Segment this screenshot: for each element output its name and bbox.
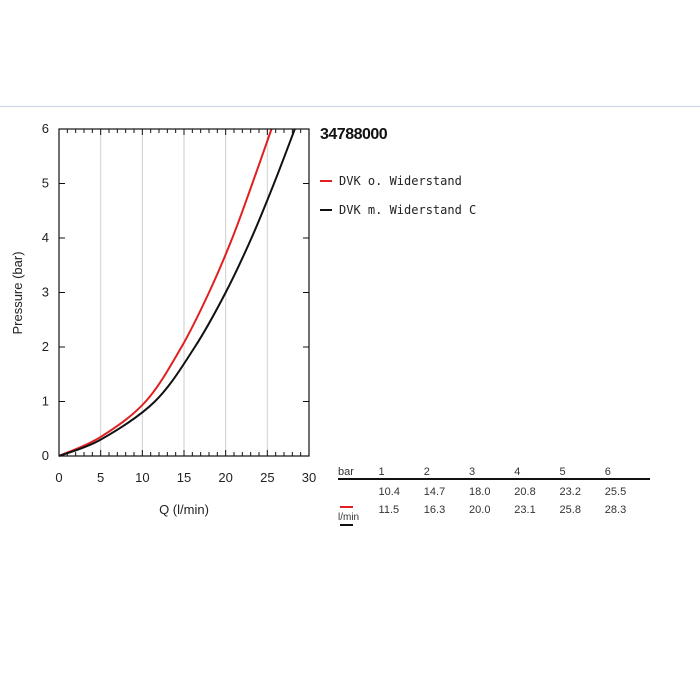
y-tick-label: 6	[42, 121, 49, 136]
legend-item-2: DVK m. Widerstand C	[320, 195, 476, 224]
legend-label: DVK m. Widerstand C	[339, 202, 477, 217]
series-line-2	[58, 128, 296, 457]
flow-table-value: 10.4	[378, 486, 400, 498]
x-tick-label: 30	[302, 470, 316, 485]
flow-table-value: 23.2	[559, 486, 581, 498]
legend-item-1: DVK o. Widerstand	[320, 166, 476, 195]
y-tick-label: 3	[42, 285, 49, 300]
flow-table-row: 11.5 16.3 20.0 23.1 25.8 28.3	[338, 498, 650, 526]
y-tick-label: 1	[42, 394, 49, 409]
x-tick-label: 10	[135, 470, 149, 485]
legend-swatch-red	[320, 179, 332, 182]
y-tick-label: 4	[42, 230, 49, 245]
legend-swatch-black	[320, 208, 332, 211]
x-tick-label: 25	[260, 470, 274, 485]
series-line-1	[58, 128, 273, 457]
flow-table-pressure: 1	[378, 466, 385, 478]
flow-table-pressure: 5	[559, 466, 566, 478]
y-axis-title: Pressure (bar)	[10, 251, 25, 334]
ticks	[58, 128, 310, 457]
flow-table-unit: l/min	[338, 512, 360, 523]
chart-title: 34788000	[320, 126, 388, 143]
x-tick-label: 15	[177, 470, 191, 485]
x-axis-title: Q (l/min)	[159, 502, 209, 517]
flow-table-value: 23.1	[514, 504, 536, 516]
flow-table: bar 1 2 3 4 5 6 10.4 14.7 18.0 20.8 23.2…	[338, 466, 650, 526]
x-tick-label: 0	[55, 470, 62, 485]
flow-table-row: 10.4 14.7 18.0 20.8 23.2 25.5	[338, 480, 650, 508]
flow-table-value: 25.5	[604, 486, 627, 498]
flow-table-value: 11.5	[378, 504, 400, 516]
flow-table-pressure: 3	[469, 466, 476, 478]
legend: DVK o. Widerstand DVK m. Widerstand C	[320, 166, 476, 224]
x-tick-label: 5	[97, 470, 104, 485]
flow-table-swatch-red	[340, 506, 353, 508]
flow-table-value: 25.8	[559, 504, 581, 516]
flow-table-value: 20.0	[469, 504, 491, 516]
y-tick-label: 0	[42, 448, 49, 463]
flow-table-value: 20.8	[514, 486, 536, 498]
flow-table-header: bar 1 2 3 4 5 6	[338, 466, 650, 480]
y-tick-label: 2	[42, 339, 49, 354]
flow-table-value: 14.7	[423, 486, 446, 498]
flow-table-swatch-black	[340, 524, 353, 526]
x-tick-label: 20	[218, 470, 232, 485]
legend-label: DVK o. Widerstand	[339, 173, 462, 188]
y-tick-label: 5	[42, 176, 49, 191]
flow-table-value: 28.3	[604, 504, 627, 516]
tick-labels: 0 5 10 15 20 25 30 0 1 2 3 4 5 6	[42, 121, 316, 485]
flow-table-pressure: 4	[514, 466, 521, 478]
flow-table-pressure: 6	[604, 466, 611, 478]
flow-table-value: 16.3	[423, 504, 446, 516]
series-lines	[58, 128, 296, 457]
grid	[100, 129, 268, 456]
flow-table-header-label: bar	[338, 466, 354, 478]
flow-table-value: 18.0	[469, 486, 491, 498]
top-divider	[0, 106, 700, 107]
flow-table-pressure: 2	[423, 466, 430, 478]
